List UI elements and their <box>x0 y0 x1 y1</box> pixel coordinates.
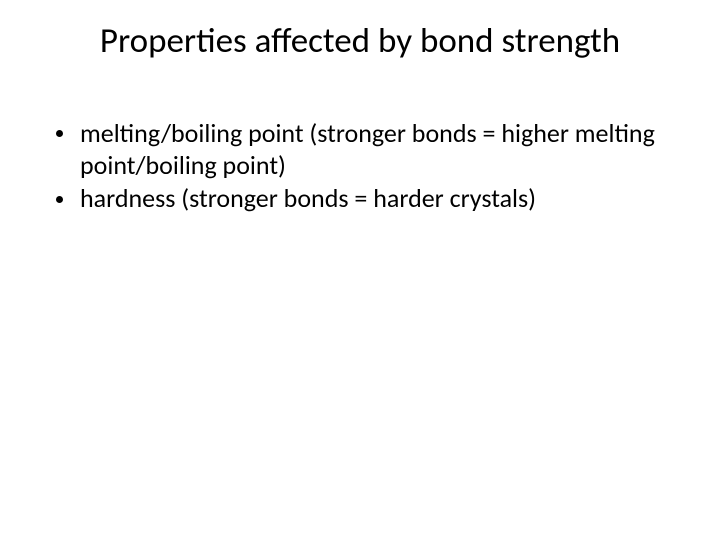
bullet-icon <box>56 196 63 203</box>
list-item: melting/boiling point (stronger bonds = … <box>52 118 672 181</box>
slide: Properties affected by bond strength mel… <box>0 0 720 540</box>
bullet-text: melting/boiling point (stronger bonds = … <box>80 117 655 181</box>
bullet-text: hardness (stronger bonds = harder crysta… <box>80 182 536 214</box>
slide-body: melting/boiling point (stronger bonds = … <box>52 118 672 217</box>
bullet-list: melting/boiling point (stronger bonds = … <box>52 118 672 215</box>
bullet-icon <box>56 130 63 137</box>
list-item: hardness (stronger bonds = harder crysta… <box>52 183 672 215</box>
slide-title: Properties affected by bond strength <box>0 20 720 62</box>
